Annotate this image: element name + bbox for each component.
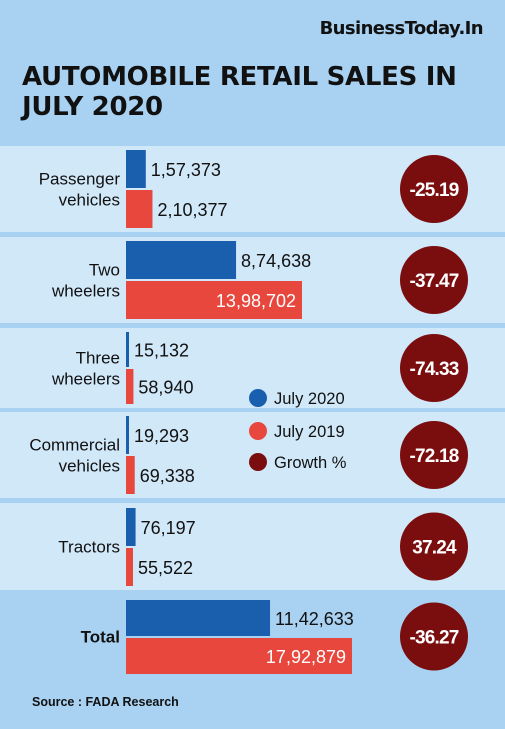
growth-bubble: [400, 512, 468, 581]
category-label: Two: [89, 261, 120, 280]
category-label: Three: [76, 349, 120, 368]
data-label-july-2020: 15,132: [134, 341, 189, 361]
bar-july-2019: [126, 190, 153, 228]
category-label: Total: [81, 628, 120, 647]
legend-label: July 2019: [274, 423, 345, 441]
category-label: vehicles: [59, 191, 120, 210]
bar-july-2020: [126, 508, 136, 546]
data-label-july-2019: 17,92,879: [266, 647, 346, 667]
growth-label: -36.27: [409, 628, 458, 649]
growth-label: -72.18: [409, 446, 458, 467]
bar-july-2020: [126, 241, 237, 279]
category-label: vehicles: [59, 457, 120, 476]
chart-title: AUTOMOBILE RETAIL SALES IN JULY 2020: [22, 62, 457, 122]
bar-july-2019: [126, 369, 134, 404]
bar-july-2020: [126, 332, 129, 367]
growth-label: -74.33: [409, 359, 458, 380]
growth-label: -37.47: [409, 271, 458, 292]
growth-bubble: [400, 421, 468, 489]
bar-july-2020: [126, 150, 146, 188]
bar-july-2019: [126, 281, 302, 319]
data-label-july-2020: 19,293: [134, 426, 189, 446]
data-label-july-2019: 69,338: [140, 466, 195, 486]
data-label-july-2019: 13,98,702: [216, 291, 296, 311]
growth-bubble: [400, 602, 468, 671]
growth-bubble: [400, 155, 468, 223]
category-label: Tractors: [58, 538, 120, 557]
legend-marker: [249, 389, 267, 407]
legend-label: Growth %: [274, 454, 347, 472]
legend-marker: [249, 422, 267, 440]
data-label-july-2019: 55,522: [138, 558, 193, 578]
source-note: Source : FADA Research: [32, 695, 179, 709]
category-label: wheelers: [51, 282, 120, 301]
bar-july-2019: [126, 638, 352, 674]
category-label: Commercial: [29, 436, 120, 455]
growth-bubble: [400, 246, 468, 314]
data-label-july-2019: 2,10,377: [157, 200, 227, 220]
bar-july-2019: [126, 456, 135, 494]
growth-label: 37.24: [412, 538, 457, 559]
bar-july-2019: [126, 548, 133, 586]
data-label-july-2020: 76,197: [141, 518, 196, 538]
bar-july-2020: [126, 416, 129, 454]
category-label: wheelers: [51, 370, 120, 389]
data-label-july-2020: 11,42,633: [275, 609, 354, 629]
legend-label: July 2020: [274, 390, 345, 408]
legend-marker: [249, 453, 267, 471]
brand-logo: BusinessToday.In: [319, 18, 484, 39]
growth-bubble: [400, 334, 468, 402]
data-label-july-2020: 8,74,638: [241, 251, 311, 271]
data-label-july-2019: 58,940: [138, 378, 193, 398]
bar-july-2020: [126, 600, 271, 636]
growth-label: -25.19: [409, 180, 458, 201]
category-label: Passenger: [39, 170, 121, 189]
data-label-july-2020: 1,57,373: [151, 160, 221, 180]
